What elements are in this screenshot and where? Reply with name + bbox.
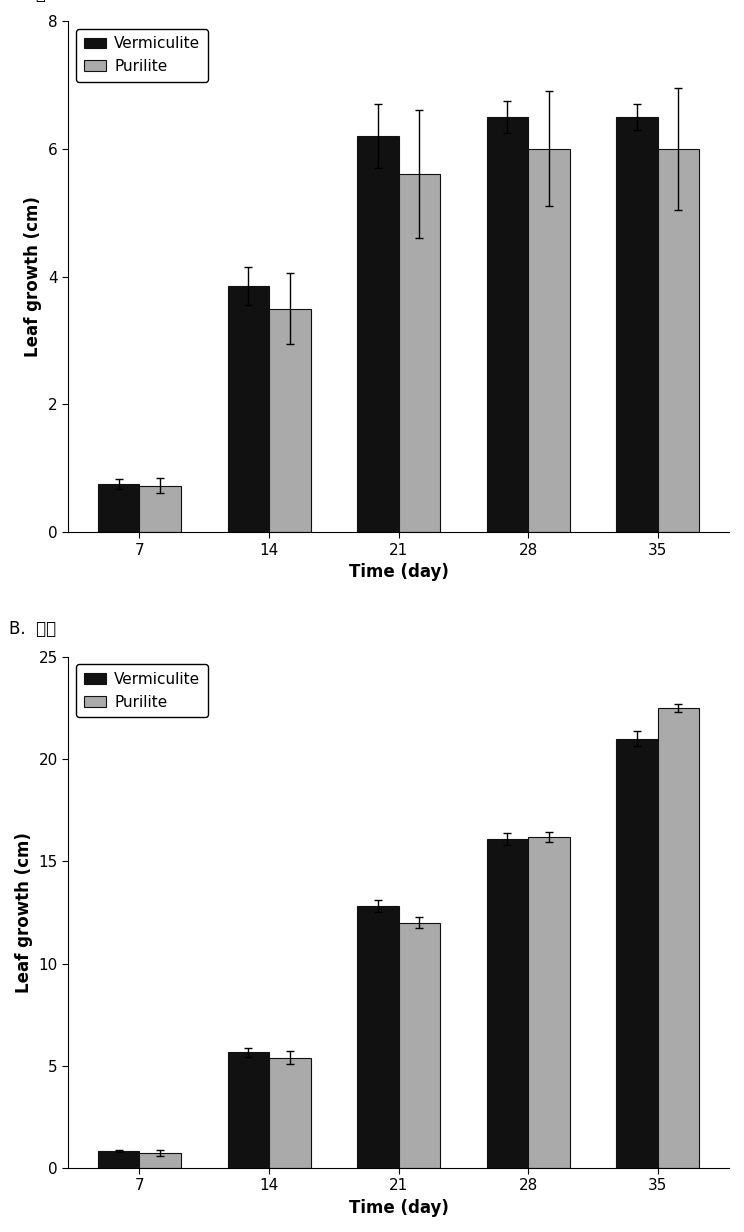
Legend: Vermiculite, Purilite: Vermiculite, Purilite xyxy=(76,28,208,81)
Bar xyxy=(616,117,658,532)
Bar xyxy=(487,839,528,1168)
Bar xyxy=(228,1052,269,1168)
Text: B.  양액: B. 양액 xyxy=(9,620,56,638)
Bar xyxy=(98,484,139,532)
Bar xyxy=(528,837,570,1168)
Bar xyxy=(357,136,399,532)
Text: A.  물: A. 물 xyxy=(9,0,45,2)
Y-axis label: Leaf growth (cm): Leaf growth (cm) xyxy=(15,832,33,993)
Bar xyxy=(658,708,699,1168)
Bar xyxy=(399,175,440,532)
Bar xyxy=(269,1057,310,1168)
Bar xyxy=(399,923,440,1168)
Bar xyxy=(269,308,310,532)
Bar xyxy=(357,907,399,1168)
X-axis label: Time (day): Time (day) xyxy=(349,1199,449,1217)
Bar xyxy=(228,286,269,532)
Bar xyxy=(98,1151,139,1168)
Bar xyxy=(139,1153,181,1168)
Bar xyxy=(658,149,699,532)
Bar xyxy=(139,485,181,532)
Bar xyxy=(528,149,570,532)
Legend: Vermiculite, Purilite: Vermiculite, Purilite xyxy=(76,664,208,717)
Bar xyxy=(616,738,658,1168)
Bar xyxy=(487,117,528,532)
Y-axis label: Leaf growth (cm): Leaf growth (cm) xyxy=(25,196,42,357)
X-axis label: Time (day): Time (day) xyxy=(349,563,449,582)
